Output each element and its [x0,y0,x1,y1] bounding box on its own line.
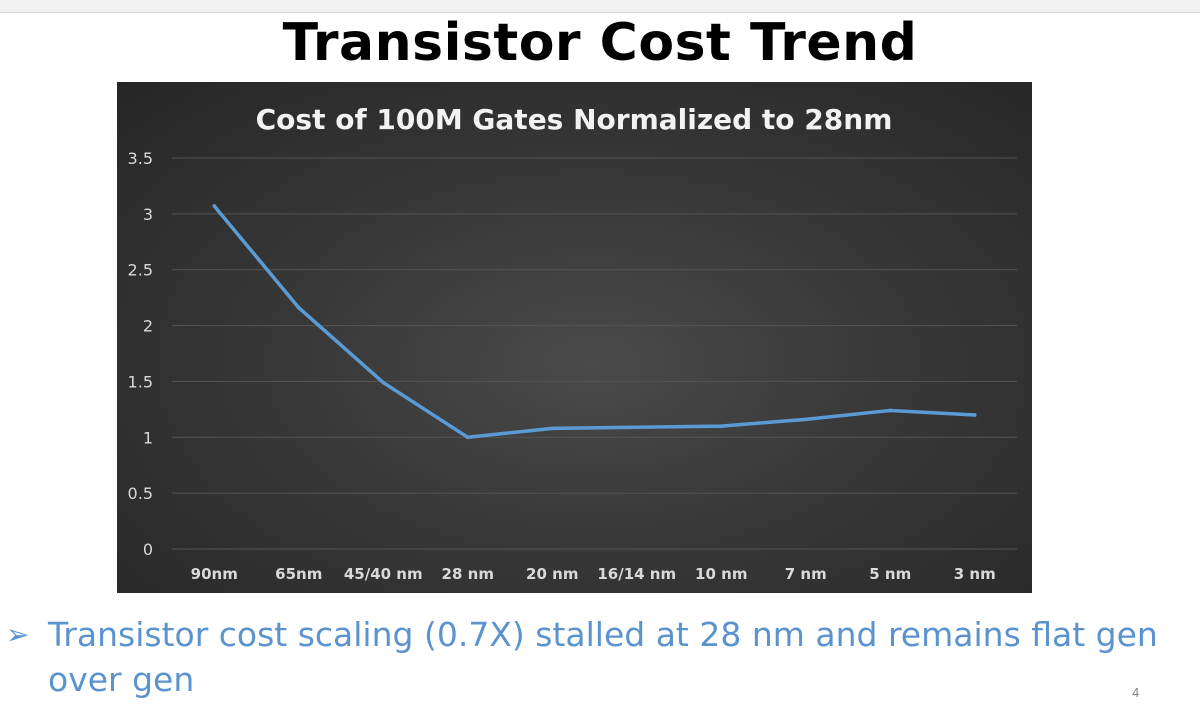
slide-number: 4 [1132,686,1140,700]
chart-canvas: Cost of 100M Gates Normalized to 28nm 00… [128,103,1017,583]
y-tick-label: 2 [143,317,153,336]
x-tick-label: 20 nm [526,565,578,583]
data-point [296,305,301,310]
x-tick-label: 65nm [275,565,322,583]
data-point [719,424,724,428]
series-layer [212,204,977,440]
y-tick-label: 1.5 [128,372,153,391]
x-tick-label: 16/14 nm [597,565,676,583]
x-tick-label: 7 nm [785,565,827,583]
y-tick-label: 0 [143,540,153,559]
y-tick-label: 2.5 [128,261,153,280]
gridlines [172,157,1017,550]
arrow-bullet-icon: ➢ [6,618,30,651]
data-point [212,204,217,208]
y-tick-label: 0.5 [128,484,153,503]
data-point [550,426,555,431]
data-point [888,408,893,413]
data-point [381,380,386,385]
x-tick-label: 5 nm [869,565,911,583]
y-tick-label: 3 [143,205,153,224]
data-point [972,413,977,417]
window-top-bar [0,0,1200,13]
slide-title: Transistor Cost Trend [282,13,918,73]
x-tick-label: 28 nm [442,565,494,583]
data-point [634,425,639,430]
y-tick-label: 3.5 [128,149,153,168]
x-axis-ticks: 90nm 65nm 45/40 nm 28 nm 20 nm 16/14 nm 10 nm 7… [191,565,996,583]
x-tick-label: 10 nm [695,565,747,583]
series-line [212,204,977,440]
data-point [465,435,470,440]
x-tick-label: 3 nm [954,565,996,583]
bullet-text: Transistor cost scaling (0.7X) stalled a… [48,615,1158,699]
x-tick-label: 45/40 nm [344,565,423,583]
data-point [803,417,808,422]
chart-title: Cost of 100M Gates Normalized to 28nm [256,103,893,136]
y-tick-label: 1 [143,428,153,447]
x-tick-label: 90nm [191,565,238,583]
y-axis-ticks: 0 0.5 1 1.5 2 2.5 3 3.5 [128,149,153,559]
